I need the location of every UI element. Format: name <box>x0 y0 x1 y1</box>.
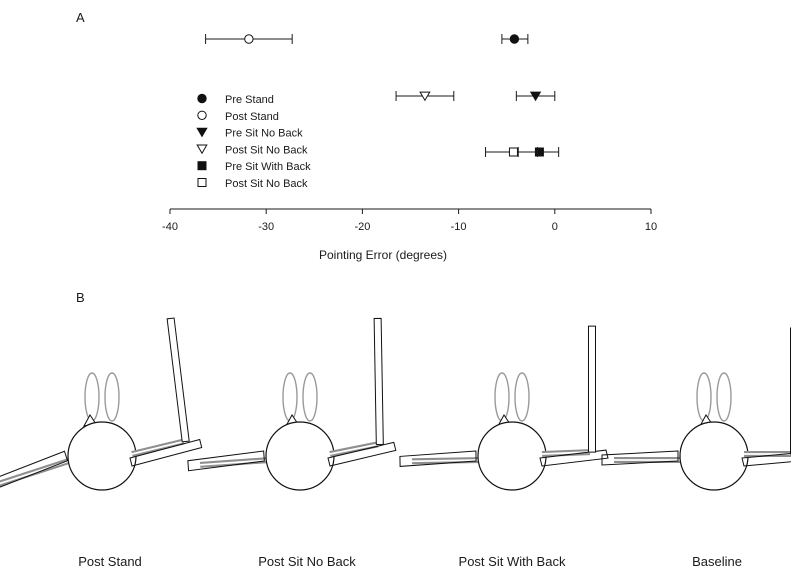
limb-bar-outline <box>399 450 477 467</box>
posture-figure: Baseline <box>601 327 791 569</box>
head-circle <box>679 421 749 491</box>
limb-segment-highlight <box>329 443 378 455</box>
legend-marker <box>197 110 207 121</box>
ear-outline <box>302 372 318 422</box>
legend-entry: Post Stand <box>225 111 279 123</box>
pointer-bar <box>166 317 190 443</box>
data-point <box>529 91 542 102</box>
legend-entry: Post Sit No Back <box>225 144 308 156</box>
ear-outline <box>716 372 732 422</box>
series-point-group <box>395 91 455 102</box>
ear-outline <box>282 372 298 422</box>
ear-outline <box>696 372 712 422</box>
figure-caption: Post Sit With Back <box>459 554 566 569</box>
ear-outline <box>84 372 100 422</box>
series-point-group <box>485 147 538 157</box>
limb-bar-outline <box>129 438 203 467</box>
limb-bar-outline <box>741 453 791 467</box>
posture-figure: Post Sit With Back <box>399 325 609 569</box>
head-circle <box>67 421 137 491</box>
ear-outline <box>514 372 530 422</box>
legend-marker <box>197 93 207 104</box>
posture-figure: Post Stand <box>0 317 203 569</box>
data-point <box>419 91 431 102</box>
pointer-bar <box>587 325 596 453</box>
posture-figure: Post Sit No Back <box>187 317 397 569</box>
x-tick-label: -30 <box>258 221 274 233</box>
legend-entry: Pre Sit No Back <box>225 128 303 140</box>
data-point <box>509 34 520 44</box>
x-tick-label: -20 <box>354 221 370 233</box>
x-axis-label: Pointing Error (degrees) <box>319 248 447 262</box>
legend-marker <box>196 127 208 138</box>
limb-bar-outline <box>539 449 609 467</box>
ear-outline <box>104 372 120 422</box>
limb-segment-highlight <box>541 451 591 455</box>
figure-caption: Baseline <box>692 554 742 569</box>
x-tick-label: 10 <box>645 221 657 233</box>
pointer-bar <box>373 317 384 445</box>
panel-a-chart: -40 -30 -20 -10 0 10 Pre Stand Post Stand Pre Si… <box>162 34 657 233</box>
x-tick-label: 0 <box>552 221 558 233</box>
limb-bar-outline <box>0 450 69 488</box>
legend: Pre Stand Post Stand Pre Sit No Back Post S… <box>196 93 311 190</box>
series-point-group <box>501 34 529 44</box>
head-circle <box>265 421 335 491</box>
legend-entry: Pre Sit With Back <box>225 161 311 173</box>
panel-b-diagrams: Post Stand Post Sit No Back Post Sit With … <box>0 317 791 569</box>
limb-bar-outline <box>327 441 397 467</box>
series-point-group <box>515 91 556 102</box>
head-circle <box>477 421 547 491</box>
x-tick-label: -40 <box>162 221 178 233</box>
data-point <box>508 147 518 157</box>
panel-a-label: A <box>76 10 85 25</box>
legend-marker <box>197 161 207 171</box>
limb-segment-highlight <box>411 459 483 463</box>
limb-segment-highlight <box>131 440 184 455</box>
data-point <box>244 34 254 44</box>
legend-entry: Post Sit No Back <box>225 178 308 190</box>
limb-bar-outline <box>187 450 265 472</box>
legend-entry: Pre Stand <box>225 94 274 106</box>
legend-marker <box>197 178 207 187</box>
x-tick-label: -10 <box>451 221 467 233</box>
legend-marker <box>196 144 208 155</box>
panel-b-label: B <box>76 290 85 305</box>
limb-bar-outline <box>601 450 679 466</box>
figure-caption: Post Stand <box>78 554 142 569</box>
ear-outline <box>494 372 510 422</box>
figure-caption: Post Sit No Back <box>258 554 356 569</box>
limb-segment-highlight <box>200 459 271 466</box>
series-point-group <box>205 34 293 44</box>
